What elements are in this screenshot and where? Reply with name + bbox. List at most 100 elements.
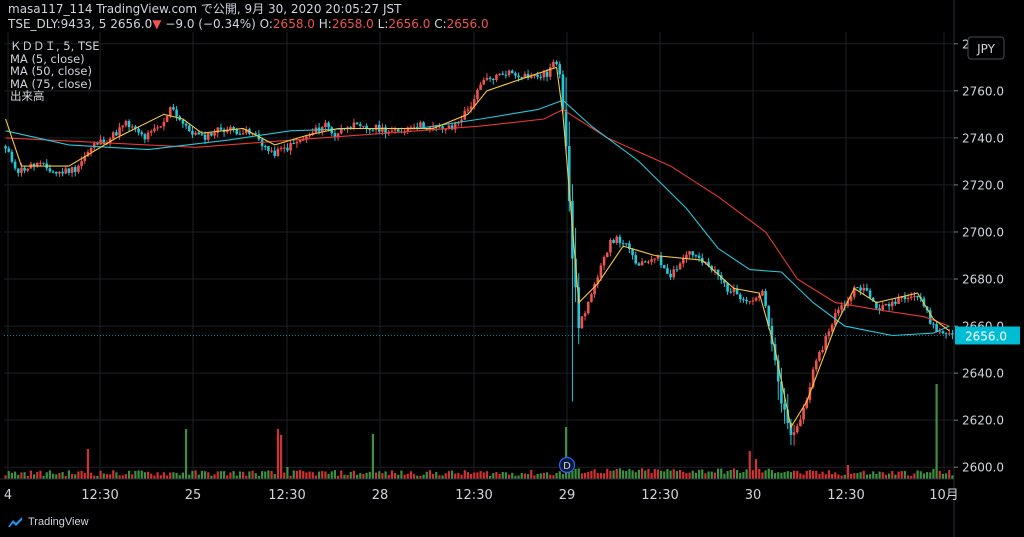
ohlc-bar: TSE_DLY:9433, 5 2656.0▼ −9.0 (−0.34%) O:…	[8, 16, 489, 32]
candle-body	[89, 147, 93, 153]
volume-bar	[343, 474, 346, 479]
volume-bar	[207, 472, 210, 479]
volume-bar	[336, 475, 340, 479]
volume-bar	[685, 473, 688, 479]
candle-body	[121, 125, 125, 128]
y-tick-label: 2620.0	[962, 414, 1004, 428]
tradingview-logo[interactable]: TradingView	[8, 514, 89, 530]
dividend-marker[interactable]: D	[558, 456, 576, 474]
legend-ma50[interactable]: MA (50, close)	[10, 64, 92, 78]
volume-bar	[146, 471, 150, 479]
volume-bar	[235, 475, 238, 479]
volume-bar	[67, 470, 71, 479]
candle-body	[32, 163, 36, 167]
legend-ma5[interactable]: MA (5, close)	[10, 51, 85, 66]
candle-body	[16, 168, 20, 173]
candle-body	[324, 122, 327, 128]
candle-body	[111, 132, 115, 139]
candle-body	[270, 150, 273, 152]
x-tick-label: 10月	[929, 488, 959, 503]
legend-ma75[interactable]: MA (75, close)	[10, 76, 92, 91]
candle-body	[821, 350, 824, 353]
volume-bar	[748, 451, 751, 479]
candle-body	[172, 107, 175, 110]
volume-bar	[663, 471, 666, 479]
candle-body	[472, 99, 476, 107]
candle-body	[533, 74, 536, 77]
volume-bar	[539, 473, 542, 479]
volume-bar	[162, 472, 166, 479]
volume-bar	[89, 472, 93, 479]
volume-bar	[507, 474, 511, 479]
volume-bar	[308, 471, 311, 479]
volume-bar	[853, 473, 856, 479]
volume-bar	[609, 470, 612, 479]
volume-bar	[488, 475, 492, 479]
candle-body	[197, 132, 201, 135]
candle-body	[586, 301, 590, 314]
volume-bar	[302, 471, 305, 479]
candle-body	[634, 255, 638, 264]
candle-body	[403, 132, 406, 134]
volume-bar	[571, 471, 574, 479]
candle-body	[501, 73, 505, 75]
legend-volume[interactable]: 出来高	[10, 89, 45, 103]
candle-body	[35, 162, 39, 167]
candle-body	[333, 133, 337, 138]
candle-body	[599, 265, 603, 278]
candle-body	[495, 74, 498, 81]
candle-body	[54, 171, 58, 174]
volume-bar	[754, 459, 758, 479]
volume-bar	[891, 470, 894, 479]
candle-body	[520, 77, 524, 79]
volume-bar	[900, 471, 903, 479]
volume-bar	[884, 474, 888, 479]
candle-body	[894, 301, 897, 304]
volume-bar	[697, 469, 701, 479]
candle-body	[552, 61, 555, 68]
volume-bar	[428, 470, 432, 479]
x-tick-label: 12:30	[641, 488, 678, 503]
candle-body	[206, 133, 210, 140]
candle-body	[856, 287, 859, 289]
candle-body	[130, 126, 134, 128]
volume-bar	[628, 468, 631, 479]
volume-bar	[707, 471, 710, 479]
volume-bar	[815, 470, 818, 479]
volume-bar	[492, 473, 495, 479]
volume-bars	[4, 384, 954, 479]
dividend-marker-label: D	[563, 461, 571, 472]
candle-body	[102, 139, 106, 145]
candle-body	[637, 263, 641, 266]
volume-bar	[276, 429, 280, 479]
volume-bar	[723, 473, 726, 479]
candle-body	[58, 171, 61, 174]
volume-bar	[317, 471, 321, 479]
volume-bar	[773, 473, 777, 479]
volume-bar	[121, 475, 124, 479]
candle-body	[286, 147, 289, 151]
volume-bar	[248, 471, 251, 479]
volume-bar	[780, 472, 783, 479]
volume-bar	[564, 427, 568, 479]
candle-body	[10, 151, 14, 162]
volume-bar	[894, 474, 897, 479]
close-value: 2656.0	[446, 17, 489, 31]
volume-bar	[264, 471, 267, 479]
candle-body	[529, 76, 533, 79]
legend-symbol[interactable]: ＫＤＤＩ, 5, TSE	[10, 39, 100, 53]
candle-body	[647, 261, 650, 263]
volume-bar	[840, 475, 843, 479]
volume-bar	[897, 471, 900, 479]
candle-body	[460, 119, 463, 123]
volume-bar	[938, 470, 941, 479]
candle-body	[786, 409, 790, 423]
volume-bar	[606, 468, 609, 479]
candle-body	[254, 133, 258, 135]
currency-tag[interactable]: JPY	[967, 36, 1005, 60]
candle-body	[650, 259, 653, 262]
candle-body	[339, 127, 343, 134]
volume-bar	[856, 473, 859, 479]
candle-body	[688, 251, 691, 255]
